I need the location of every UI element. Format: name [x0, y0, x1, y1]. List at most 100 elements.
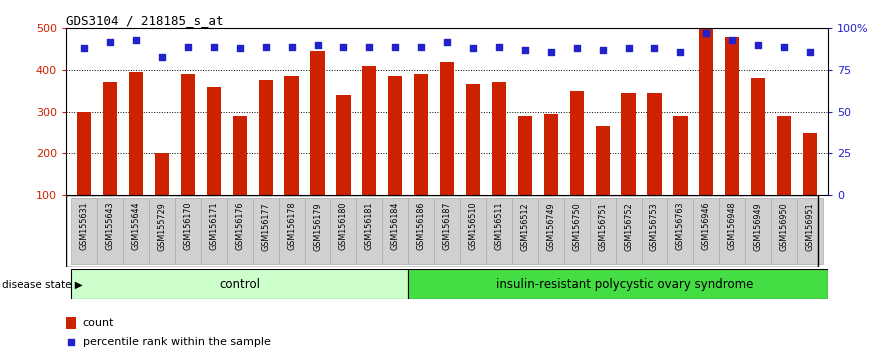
Point [673, 49, 687, 55]
Point [725, 37, 739, 43]
Bar [745, 198, 771, 264]
Point [64, 339, 78, 344]
Point [648, 45, 662, 51]
Text: GSM156749: GSM156749 [546, 202, 555, 251]
Point [259, 44, 273, 50]
Text: GSM156171: GSM156171 [210, 202, 218, 251]
Text: GSM156510: GSM156510 [469, 202, 478, 251]
Bar [66, 316, 76, 329]
Bar [797, 198, 823, 264]
Point [103, 39, 117, 45]
Point [285, 44, 299, 50]
Bar [181, 74, 195, 195]
Text: GSM156177: GSM156177 [261, 202, 270, 251]
Bar [460, 198, 486, 264]
Bar [226, 198, 253, 264]
Point [389, 44, 403, 50]
Bar [719, 198, 745, 264]
Text: GSM156951: GSM156951 [805, 202, 815, 251]
Bar [803, 133, 817, 195]
Bar [596, 126, 610, 195]
Text: GSM156512: GSM156512 [521, 202, 529, 251]
Text: GSM155644: GSM155644 [131, 202, 141, 251]
Point [233, 45, 247, 51]
Text: GSM156511: GSM156511 [494, 202, 503, 251]
Bar [330, 198, 357, 264]
Point [751, 42, 766, 48]
Text: GSM156949: GSM156949 [753, 202, 763, 251]
Bar [777, 116, 791, 195]
Text: GSM156752: GSM156752 [624, 202, 633, 251]
Bar [253, 198, 278, 264]
Bar [725, 37, 739, 195]
Bar [589, 198, 616, 264]
Bar [570, 91, 584, 195]
Point [440, 39, 454, 45]
Text: GSM155643: GSM155643 [106, 202, 115, 251]
Text: GSM156763: GSM156763 [676, 202, 685, 251]
Bar [123, 198, 149, 264]
Bar [518, 116, 532, 195]
Text: GSM155729: GSM155729 [158, 202, 167, 251]
Bar [337, 95, 351, 195]
Point [155, 54, 169, 59]
Bar [641, 198, 668, 264]
Bar [233, 116, 247, 195]
Text: disease state ▶: disease state ▶ [2, 280, 83, 290]
Point [362, 44, 376, 50]
Point [518, 47, 532, 53]
Text: GDS3104 / 218185_s_at: GDS3104 / 218185_s_at [66, 14, 224, 27]
Text: GSM156176: GSM156176 [235, 202, 244, 251]
Bar [258, 80, 273, 195]
Bar [201, 198, 226, 264]
Point [544, 49, 558, 55]
Bar [537, 198, 564, 264]
Point [700, 30, 714, 36]
Bar [492, 82, 506, 195]
Bar [693, 198, 719, 264]
Point [621, 45, 635, 51]
Text: GSM156750: GSM156750 [573, 202, 581, 251]
Bar [621, 93, 636, 195]
Text: insulin-resistant polycystic ovary syndrome: insulin-resistant polycystic ovary syndr… [496, 278, 753, 291]
Point [337, 44, 351, 50]
Text: GSM156170: GSM156170 [183, 202, 192, 251]
Bar [466, 85, 480, 195]
Text: GSM156187: GSM156187 [442, 202, 452, 251]
Bar [71, 269, 408, 299]
Point [129, 37, 143, 43]
Point [466, 45, 480, 51]
Bar [362, 66, 376, 195]
Text: GSM156184: GSM156184 [391, 202, 400, 250]
Text: GSM156753: GSM156753 [650, 202, 659, 251]
Bar [648, 93, 662, 195]
Text: GSM156950: GSM156950 [780, 202, 788, 251]
Bar [278, 198, 305, 264]
Text: count: count [83, 318, 115, 328]
Bar [512, 198, 537, 264]
Text: percentile rank within the sample: percentile rank within the sample [83, 337, 270, 347]
Bar [382, 198, 408, 264]
Point [596, 47, 610, 53]
Bar [71, 198, 97, 264]
Bar [149, 198, 175, 264]
Bar [155, 153, 169, 195]
Bar [305, 198, 330, 264]
Bar [357, 198, 382, 264]
Bar [700, 28, 714, 195]
Text: GSM156751: GSM156751 [598, 202, 607, 251]
Bar [97, 198, 123, 264]
Point [492, 44, 506, 50]
Text: GSM156180: GSM156180 [339, 202, 348, 250]
Point [777, 44, 791, 50]
Bar [616, 198, 641, 264]
Bar [414, 74, 428, 195]
Point [803, 49, 817, 55]
Bar [440, 62, 455, 195]
Bar [544, 114, 558, 195]
Text: GSM156186: GSM156186 [417, 202, 426, 250]
Point [207, 44, 221, 50]
Bar [129, 72, 144, 195]
Text: GSM156178: GSM156178 [287, 202, 296, 251]
Bar [408, 269, 828, 299]
